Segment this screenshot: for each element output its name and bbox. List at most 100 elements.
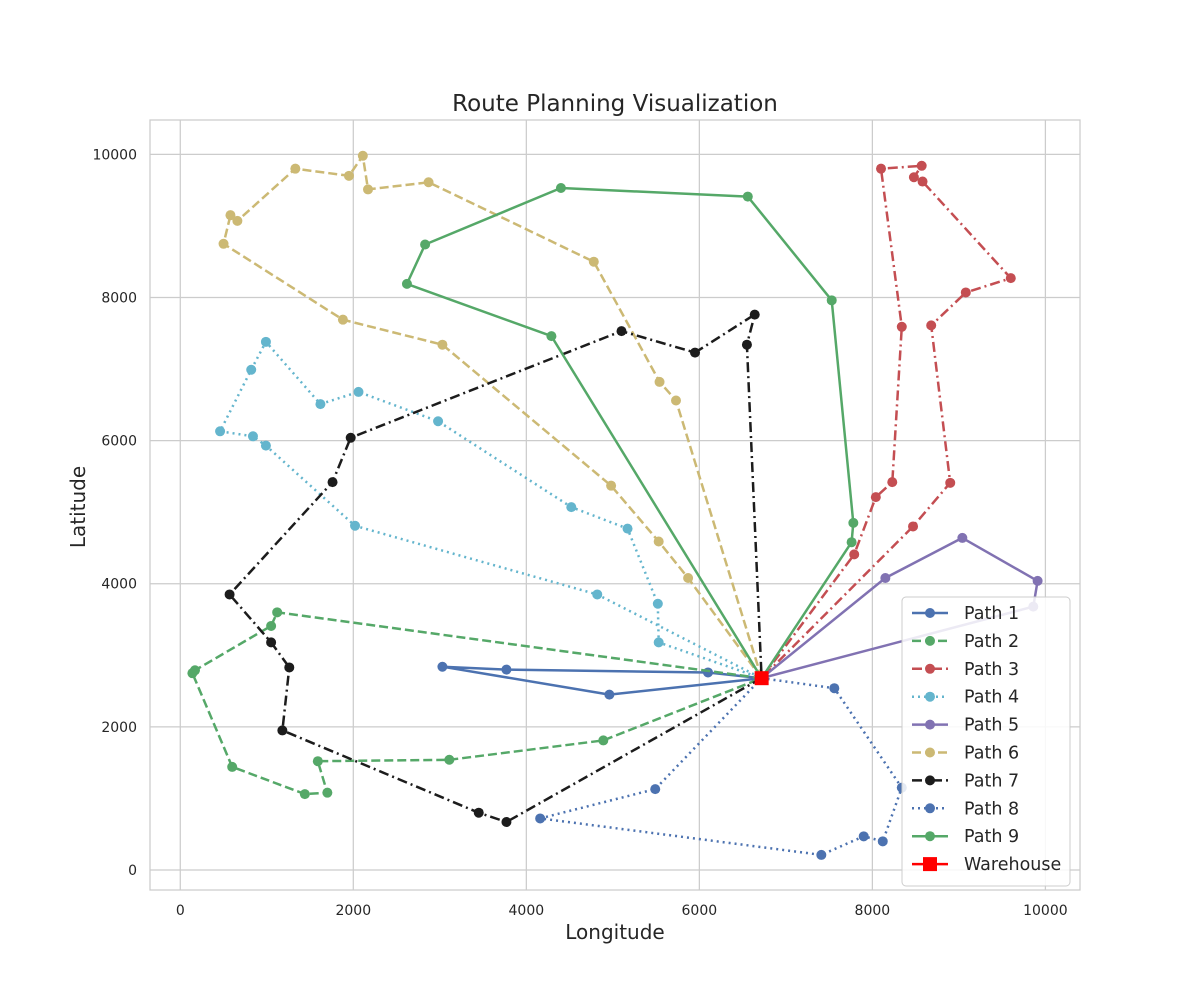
route-point <box>401 278 412 289</box>
route-point <box>345 432 356 443</box>
route-point <box>877 836 888 847</box>
route-point <box>683 572 694 583</box>
route-point <box>357 150 368 161</box>
route-point <box>337 314 348 325</box>
route-point <box>501 664 512 675</box>
legend-label: Path 5 <box>964 716 1019 736</box>
route-point <box>592 589 603 600</box>
legend-marker <box>925 775 935 786</box>
route-point <box>247 431 258 442</box>
y-tick-label: 4000 <box>101 577 137 593</box>
series-path-3 <box>756 160 1016 684</box>
route-point <box>816 849 827 860</box>
route-point <box>501 817 512 828</box>
legend-entry: Path 9 <box>912 827 1019 847</box>
route-point <box>652 598 663 609</box>
series-path-4 <box>215 336 767 684</box>
route-point <box>299 789 310 800</box>
route-line <box>405 186 855 679</box>
route-point <box>604 689 615 700</box>
route-point <box>350 520 361 531</box>
x-tick-label: 8000 <box>855 903 891 919</box>
route-point <box>876 163 887 174</box>
warehouse-layer <box>754 671 769 686</box>
legend-marker <box>925 663 935 674</box>
x-tick-label: 0 <box>176 903 185 919</box>
route-point <box>1005 273 1016 284</box>
route-line <box>218 340 763 680</box>
route-point <box>606 480 617 491</box>
route-point <box>653 536 664 547</box>
route-point <box>598 735 609 746</box>
route-point <box>343 170 354 181</box>
x-tick-label: 10000 <box>1023 903 1068 919</box>
legend-marker <box>925 831 935 842</box>
route-point <box>433 416 444 427</box>
legend-label: Path 4 <box>964 688 1019 708</box>
x-tick-label: 6000 <box>682 903 718 919</box>
y-tick-label: 8000 <box>101 290 137 306</box>
route-point <box>917 176 928 187</box>
route-point <box>232 215 243 226</box>
route-point <box>1032 575 1043 586</box>
legend-label: Warehouse <box>964 855 1061 875</box>
legend-marker <box>925 747 935 758</box>
route-point <box>588 256 599 267</box>
route-point <box>741 339 752 350</box>
legend-label: Path 1 <box>964 604 1019 624</box>
y-tick-label: 2000 <box>101 720 137 736</box>
route-point <box>535 813 546 824</box>
legend-entry: Path 1 <box>912 604 1019 624</box>
route-point <box>312 756 323 767</box>
route-point <box>616 326 627 337</box>
route-point <box>224 589 235 600</box>
legend-label: Path 2 <box>964 632 1019 652</box>
legend-entry: Path 8 <box>912 799 1019 819</box>
legend-marker <box>925 719 935 730</box>
route-point <box>420 239 431 250</box>
route-point <box>908 521 919 532</box>
route-point <box>829 683 840 694</box>
route-point <box>650 784 661 795</box>
route-point <box>246 364 257 375</box>
route-point <box>826 295 837 306</box>
warehouse-marker <box>754 671 769 686</box>
route-point <box>690 347 701 358</box>
route-point <box>742 191 753 202</box>
route-line <box>222 154 763 679</box>
route-point <box>622 523 633 534</box>
route-point <box>849 549 860 560</box>
legend-marker <box>925 608 935 618</box>
legend-entry: Path 2 <box>912 632 1019 652</box>
route-point <box>215 426 226 437</box>
x-tick-label: 2000 <box>335 903 371 919</box>
route-point <box>444 754 455 765</box>
legend-entry: Path 3 <box>912 660 1019 680</box>
tick-labels: 0 2000 4000 6000 8000 10000 0 2000 4000 6000 8000 1… <box>92 147 1067 919</box>
chart-title: Route Planning Visualization <box>452 91 778 117</box>
legend-entry: Path 6 <box>912 744 1019 764</box>
route-point <box>960 287 971 298</box>
route-point <box>945 477 956 488</box>
route-point <box>260 440 271 451</box>
route-point <box>327 477 338 488</box>
route-point <box>277 725 288 736</box>
route-point <box>880 572 891 583</box>
legend-label: Path 8 <box>964 799 1019 819</box>
route-point <box>437 661 448 672</box>
legend-label: Path 3 <box>964 660 1019 680</box>
route-point <box>957 532 968 543</box>
x-tick-label: 4000 <box>509 903 545 919</box>
route-point <box>887 477 898 488</box>
y-axis-title: Latitude <box>66 466 90 548</box>
route-point <box>546 331 557 342</box>
route-point <box>555 182 566 193</box>
route-point <box>266 620 277 631</box>
route-point <box>653 637 664 648</box>
legend-label: Path 6 <box>964 744 1019 764</box>
y-tick-label: 6000 <box>101 434 137 450</box>
series-path-6 <box>218 150 767 684</box>
route-point <box>908 172 919 183</box>
route-point <box>272 607 283 618</box>
